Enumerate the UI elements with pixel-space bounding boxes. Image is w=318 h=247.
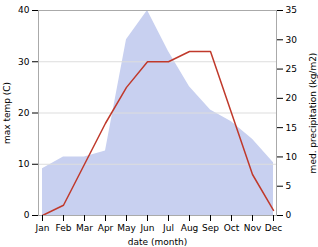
svg-text:25: 25: [286, 64, 297, 74]
svg-text:med. precipitation (kg/m2): med. precipitation (kg/m2): [308, 53, 318, 174]
svg-text:Aug: Aug: [181, 223, 199, 233]
svg-text:15: 15: [286, 123, 297, 133]
svg-text:Nov: Nov: [244, 223, 262, 233]
svg-text:max temp (C): max temp (C): [2, 82, 12, 144]
svg-text:date (month): date (month): [128, 237, 187, 247]
svg-text:40: 40: [18, 5, 30, 15]
svg-text:Feb: Feb: [56, 223, 72, 233]
svg-text:10: 10: [18, 159, 30, 169]
svg-text:10: 10: [286, 152, 298, 162]
svg-text:0: 0: [24, 210, 30, 220]
svg-text:35: 35: [286, 5, 297, 15]
svg-text:0: 0: [286, 210, 292, 220]
svg-text:Jun: Jun: [139, 223, 154, 233]
svg-text:Apr: Apr: [98, 223, 114, 233]
svg-text:30: 30: [18, 57, 30, 67]
svg-text:Jan: Jan: [35, 223, 50, 233]
svg-text:Mar: Mar: [76, 223, 93, 233]
svg-text:May: May: [117, 223, 136, 233]
svg-text:20: 20: [286, 93, 298, 103]
svg-text:5: 5: [286, 181, 292, 191]
svg-text:Jul: Jul: [162, 223, 174, 233]
svg-text:20: 20: [18, 108, 30, 118]
svg-text:Dec: Dec: [265, 223, 282, 233]
svg-text:Oct: Oct: [224, 223, 240, 233]
svg-text:30: 30: [286, 35, 298, 45]
svg-text:Sep: Sep: [202, 223, 219, 233]
